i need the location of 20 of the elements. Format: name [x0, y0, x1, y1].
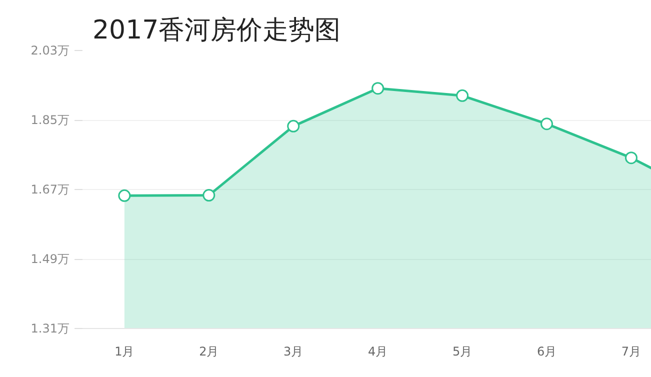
y-tick-label: 2.03万	[30, 44, 70, 58]
x-tick-label: 7月	[621, 344, 642, 358]
chart-title: 2017香河房价走势图	[92, 16, 341, 46]
y-tick-label: 1.85万	[30, 113, 70, 127]
point	[287, 120, 300, 132]
x-tick-label: 6月	[536, 344, 557, 358]
x-tick-label: 3月	[284, 344, 304, 358]
point	[372, 82, 384, 95]
point	[456, 89, 469, 102]
x-tick-label: 2月	[199, 344, 219, 358]
point	[540, 118, 554, 130]
x-tick-label: 5月	[452, 344, 472, 358]
point	[624, 152, 638, 164]
y-tick-label: 1.49万	[30, 252, 70, 266]
y-tick-label: 1.67万	[30, 182, 70, 196]
point	[202, 189, 216, 202]
point	[118, 189, 131, 202]
y-tick-label: 1.31万	[30, 322, 70, 336]
x-tick-label: 4月	[368, 344, 388, 358]
x-tick-label: 1月	[114, 344, 134, 358]
